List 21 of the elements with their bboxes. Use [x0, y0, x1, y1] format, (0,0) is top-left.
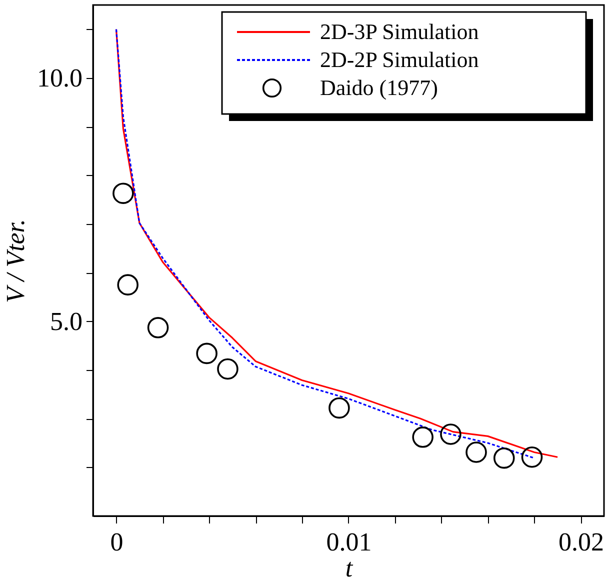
point — [493, 447, 515, 469]
x-tick-label: 0.02 — [558, 528, 604, 556]
y-tick-label: 10.0 — [37, 64, 82, 92]
legend-label: 2D-3P Simulation — [320, 19, 479, 44]
x-tick-label: 0 — [110, 528, 124, 556]
point — [412, 426, 434, 448]
point — [217, 358, 238, 380]
point — [521, 446, 543, 468]
point — [196, 342, 218, 364]
x-axis-title: t — [345, 554, 354, 582]
point — [466, 442, 487, 463]
x-tick-label: 0.01 — [326, 528, 372, 556]
y-tick-label: 5.0 — [50, 306, 82, 336]
point — [117, 274, 138, 296]
point — [328, 397, 350, 419]
legend-label: Daido (1977) — [320, 75, 438, 100]
legend-label: 2D-2P Simulation — [320, 47, 479, 72]
point — [147, 317, 169, 338]
point — [112, 182, 134, 204]
point — [440, 424, 462, 445]
y-axis-title: V / Vter. — [1, 218, 30, 304]
